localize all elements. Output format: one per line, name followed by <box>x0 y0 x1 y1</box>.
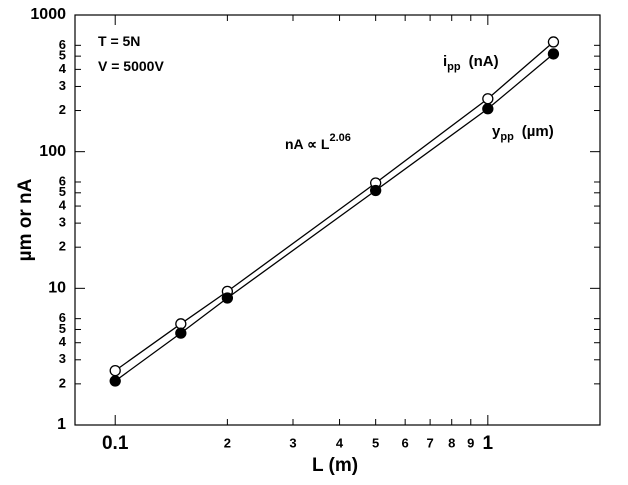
y-tick-label: 4 <box>59 197 67 212</box>
y-tick-label: 3 <box>59 215 66 230</box>
data-point <box>109 364 121 377</box>
data-point <box>175 318 187 330</box>
series-line <box>114 53 554 382</box>
series-label-unit: (nA) <box>469 53 499 70</box>
y-tick-label: 6 <box>59 310 66 325</box>
data-point <box>370 184 382 197</box>
series-label-name: y <box>492 123 501 140</box>
series-label-sub: pp <box>500 131 514 143</box>
annotation: nA ∝ L2.06 <box>285 132 351 152</box>
series-label-sub: pp <box>447 61 461 73</box>
y-tick-label: 3 <box>59 78 66 93</box>
data-point <box>221 292 234 304</box>
y-tick-label: 100 <box>39 143 66 160</box>
annotation: V = 5000V <box>98 58 164 74</box>
data-point <box>175 327 187 339</box>
x-tick-label: 9 <box>467 435 474 450</box>
x-tick-label: 1 <box>483 433 494 454</box>
x-tick-label: 5 <box>372 435 379 450</box>
series-label-name: i <box>443 53 447 70</box>
y-tick-label: 1000 <box>30 6 66 23</box>
x-tick-label: 2 <box>224 435 231 450</box>
y-tick-label: 6 <box>59 37 66 52</box>
annotation-text: T = 5N <box>98 33 140 49</box>
data-point <box>547 36 560 48</box>
data-point <box>547 48 560 60</box>
y-tick-label: 5 <box>59 48 66 63</box>
series-label-unit: (µm) <box>522 123 554 140</box>
series-label: ypp (µm) <box>492 123 554 143</box>
y-tick-label: 2 <box>59 239 66 254</box>
y-tick-label: 5 <box>59 184 66 199</box>
series-label: ipp (nA) <box>443 53 499 73</box>
x-tick-label: 0.1 <box>102 433 129 454</box>
x-tick-label: 3 <box>289 435 296 450</box>
y-tick-label: 1 <box>57 416 66 433</box>
annotation-text: V = 5000V <box>98 58 164 74</box>
x-tick-label: 6 <box>402 435 409 450</box>
y-tick-label: 4 <box>59 334 67 349</box>
y-tick-label: 5 <box>59 321 66 336</box>
y-tick-label: 2 <box>59 375 66 390</box>
y-tick-label: 10 <box>48 280 66 297</box>
data-point <box>482 93 494 105</box>
plot-frame <box>74 14 601 426</box>
y-tick-label: 6 <box>59 173 66 188</box>
y-axis-label: µm or nA <box>15 178 36 261</box>
x-axis-label: L (m) <box>312 455 358 476</box>
data-point <box>482 103 494 115</box>
y-tick-label: 4 <box>59 61 67 76</box>
annotation: T = 5N <box>98 33 140 49</box>
x-tick-label: 4 <box>336 435 344 450</box>
x-tick-label: 7 <box>426 435 433 450</box>
series-line <box>114 41 554 372</box>
annotation-sup: 2.06 <box>329 132 350 144</box>
x-tick-label: 8 <box>448 435 455 450</box>
annotation-text: nA ∝ L <box>285 136 330 152</box>
data-point <box>109 375 121 387</box>
y-tick-label: 2 <box>59 102 66 117</box>
y-tick-label: 3 <box>59 351 66 366</box>
